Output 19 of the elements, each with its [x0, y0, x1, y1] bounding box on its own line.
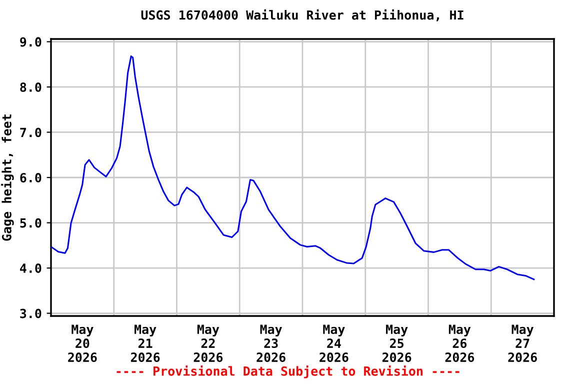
x-tick-label: May 22 2026: [194, 324, 223, 362]
y-tick-label: 9.0: [20, 37, 42, 47]
y-tick-label: 7.0: [20, 128, 42, 138]
x-tick-label: May 21 2026: [130, 324, 160, 362]
y-tick-label: 5.0: [20, 218, 42, 228]
x-tick-label: May 23 2026: [256, 324, 286, 362]
y-tick-label: 3.0: [20, 308, 42, 318]
line-series: [51, 55, 535, 280]
x-tick-label: May 24 2026: [320, 324, 348, 362]
y-tick-label: 4.0: [20, 263, 42, 273]
x-tick-label: May 26 2026: [445, 324, 474, 362]
chart-title: USGS 16704000 Wailuku River at Piihonua, HI: [141, 9, 464, 22]
x-tick-label: May 25 2026: [382, 324, 412, 362]
text: ---- Provisional Data Subject to Revision ----: [116, 365, 460, 378]
x-tick-label: May 27 2026: [508, 324, 537, 362]
x-tick-label: May 20 2026: [68, 324, 97, 362]
y-tick-label: 8.0: [20, 82, 42, 92]
y-tick-label: 6.0: [20, 172, 42, 182]
y-axis-title: Gage height, feet: [1, 114, 14, 241]
